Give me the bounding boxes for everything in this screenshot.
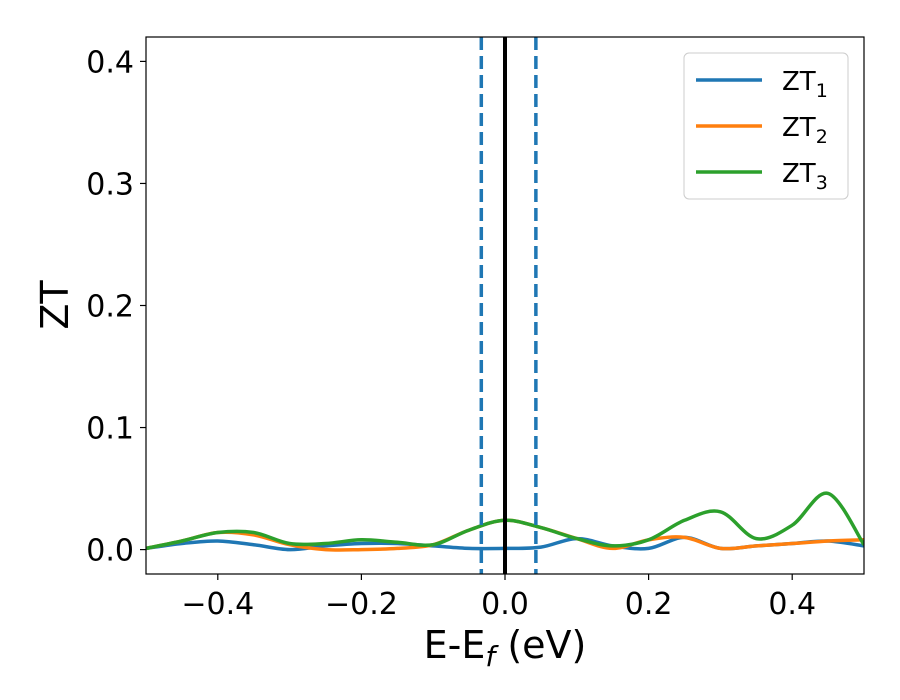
x-tick-label: −0.2	[325, 587, 398, 622]
legend: ZT1 ZT2 ZT3	[683, 52, 849, 200]
legend-label-3: ZT3	[782, 159, 828, 194]
y-tick-label: 0.0	[86, 534, 134, 569]
legend-label-2: ZT2	[782, 113, 828, 148]
y-tick-label: 0.3	[86, 167, 134, 202]
x-tick-label: 0.0	[481, 587, 529, 622]
x-tick-label: −0.4	[181, 587, 254, 622]
legend-label-1: ZT1	[782, 67, 828, 102]
x-tick-label: 0.2	[625, 587, 673, 622]
y-tick-label: 0.1	[86, 412, 134, 447]
y-axis-ticks: 0.0 0.1 0.2 0.3 0.4	[86, 45, 146, 569]
y-tick-label: 0.2	[86, 290, 134, 325]
y-tick-label: 0.4	[86, 45, 134, 80]
vertical-lines	[479, 37, 538, 574]
x-axis-ticks: −0.4 −0.2 0.0 0.2 0.4	[181, 574, 816, 622]
y-axis-label: ZT	[33, 280, 77, 330]
x-axis-label: E-Ef (eV)	[424, 623, 587, 673]
x-tick-label: 0.4	[768, 587, 816, 622]
legend-box	[683, 52, 849, 200]
